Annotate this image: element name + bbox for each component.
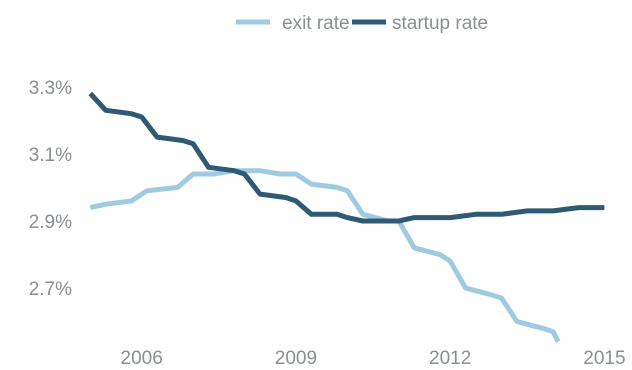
x-tick-label: 2015 <box>583 348 625 369</box>
x-tick-label: 2006 <box>121 348 163 369</box>
y-tick-label: 2.7% <box>29 279 72 300</box>
x-tick-label: 2012 <box>429 348 471 369</box>
legend-label-startup-rate: startup rate <box>392 13 488 34</box>
y-tick-label: 3.3% <box>29 78 72 99</box>
x-tick-label: 2009 <box>275 348 317 369</box>
series-line-startup-rate <box>88 91 605 224</box>
y-axis: 3.3% 3.1% 2.9% 2.7% <box>29 78 72 300</box>
y-tick-label: 2.9% <box>29 212 72 233</box>
y-tick-label: 3.1% <box>29 145 72 166</box>
series-lines <box>88 91 605 343</box>
series-line-exit-rate <box>89 168 561 343</box>
legend-label-exit-rate: exit rate <box>282 13 350 34</box>
x-axis: 2006 2009 2012 2015 <box>121 348 626 369</box>
legend: exit rate startup rate <box>236 13 488 34</box>
